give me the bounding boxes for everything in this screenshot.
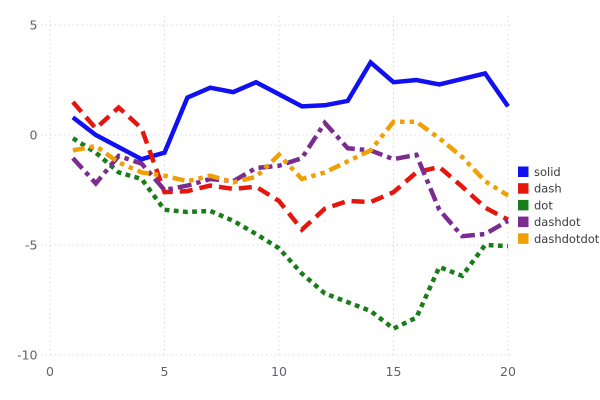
legend-label-dot: dot <box>534 198 553 212</box>
x-tick-label: 20 <box>500 364 516 379</box>
y-tick-label: 0 <box>30 128 38 143</box>
legend-swatch-dot <box>518 199 529 211</box>
legend-label-dashdotdot: dashdotdot <box>534 232 600 246</box>
legend-item-dashdotdot[interactable]: dashdotdot <box>518 232 600 246</box>
x-tick-label: 10 <box>271 364 287 379</box>
series-line-dash <box>71 100 510 233</box>
y-tick-label: -10 <box>17 348 37 363</box>
x-tick-label: 5 <box>161 364 169 379</box>
x-tick-label: 15 <box>386 364 402 379</box>
legend-label-dash: dash <box>534 182 562 196</box>
series-line-dot <box>71 136 509 332</box>
legend-label-solid: solid <box>534 165 561 179</box>
legend-swatch-solid <box>518 166 529 177</box>
legend-label-dashdot: dashdot <box>534 215 581 229</box>
legend-item-dash[interactable]: dash <box>518 182 562 196</box>
y-tick-label: 5 <box>30 18 38 33</box>
legend-swatch-dashdot <box>518 216 529 228</box>
x-tick-label: 0 <box>46 364 54 379</box>
series-line-solid <box>71 58 510 162</box>
legend-swatch-dashdotdot <box>518 233 529 244</box>
legend-swatch-dash <box>518 183 529 194</box>
legend-item-solid[interactable]: solid <box>518 165 561 179</box>
legend-item-dot[interactable]: dot <box>518 198 553 212</box>
y-tick-label: -5 <box>25 238 37 253</box>
legend-item-dashdot[interactable]: dashdot <box>518 215 581 229</box>
series-line-dashdot <box>71 119 510 239</box>
series-line-dashdotdot <box>72 119 510 198</box>
